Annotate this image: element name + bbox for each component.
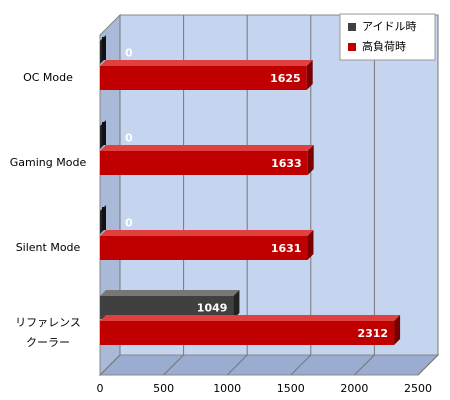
- bar-stub: [102, 37, 106, 60]
- legend-label: 高負荷時: [362, 39, 406, 53]
- x-tick-label: 2000: [340, 382, 368, 395]
- x-tick-label: 1500: [277, 382, 305, 395]
- bar-top: [100, 230, 314, 236]
- bar-end: [307, 230, 314, 260]
- bar-top: [100, 60, 313, 66]
- value-label: 2312: [357, 327, 388, 340]
- x-tick-label: 0: [97, 382, 104, 395]
- value-label: 1633: [271, 157, 302, 170]
- bar-end: [233, 290, 240, 319]
- bar-end: [306, 60, 313, 90]
- bar: [100, 151, 308, 175]
- legend-box: [339, 13, 436, 61]
- x-tick-label: 2500: [404, 382, 432, 395]
- legend-swatch: [348, 43, 356, 51]
- bar-top: [100, 145, 314, 151]
- grid-line: [354, 354, 375, 376]
- grid-line: [163, 354, 184, 376]
- y-tick-label: リファレンス クーラー: [15, 315, 81, 349]
- bar: [100, 236, 308, 260]
- bar: [100, 66, 307, 90]
- x-tick-label: 500: [153, 382, 174, 395]
- floor: [98, 354, 440, 376]
- legend-label: アイドル時: [362, 20, 416, 33]
- bar-stub: [102, 207, 106, 230]
- grid-line: [99, 354, 121, 376]
- grid-line: [290, 354, 312, 376]
- y-tick-label: Silent Mode: [15, 240, 81, 254]
- bar-top: [100, 290, 240, 296]
- value-label: 1049: [197, 302, 228, 315]
- bar-top: [100, 315, 401, 321]
- legend-swatch: [348, 23, 356, 31]
- value-label: 1625: [270, 72, 301, 85]
- bar-stub: [102, 122, 106, 145]
- y-tick-label: Gaming Mode: [9, 155, 87, 169]
- value-label: 0: [125, 47, 133, 60]
- value-label: 0: [125, 132, 133, 145]
- bar-end: [394, 315, 401, 345]
- grid-line: [226, 354, 248, 376]
- bar-end: [307, 145, 314, 175]
- value-label: 1631: [271, 242, 302, 255]
- bar: [100, 296, 234, 319]
- x-tick-label: 1000: [213, 382, 241, 395]
- y-tick-label: OC Mode: [23, 70, 73, 84]
- bar: [100, 321, 395, 345]
- value-label: 0: [125, 217, 133, 230]
- grid-line: [417, 354, 439, 376]
